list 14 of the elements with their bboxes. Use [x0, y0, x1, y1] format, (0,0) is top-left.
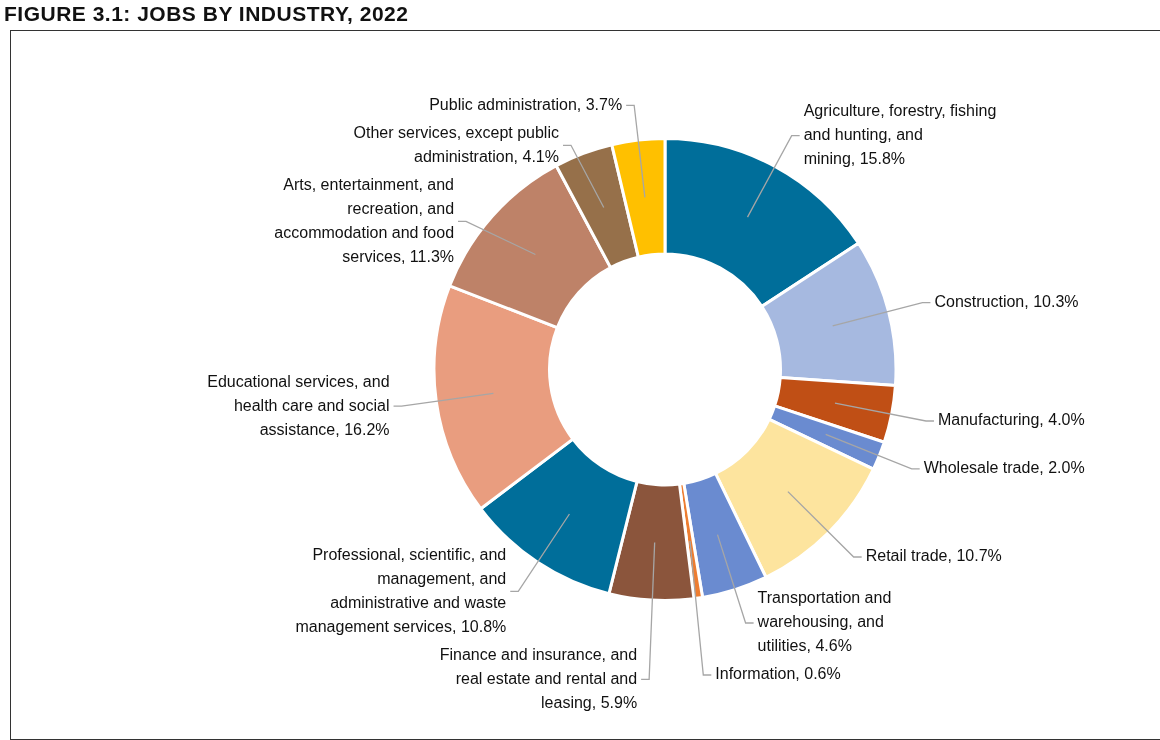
slice-label: Other services, except public administration, 4.1%: [353, 123, 559, 165]
slice-label: Transportation and warehousing, and utilities, 4.6%: [756, 589, 892, 655]
slice-label: Construction, 10.3%: [934, 292, 1079, 310]
slice-label: Manufacturing, 4.0%: [937, 411, 1085, 429]
slice-label: Educational services, and health care and social assistance, 16.2%: [207, 372, 390, 438]
slice-label: Agriculture, forestry, fishing and hunting, and mining, 15.8%: [803, 102, 997, 168]
slice-label: Finance and insurance, and real estate and rental and leasing, 5.9%: [439, 645, 638, 711]
slice-label: Arts, entertainment, and recreation, and accommodation and food services, 11.3%: [274, 175, 455, 265]
chart-title: FIGURE 3.1: JOBS BY INDUSTRY, 2022: [4, 2, 409, 26]
slice-label: Professional, scientific, and management, and administrative and waste management services, 10.8%: [295, 545, 507, 635]
slice-label: Retail trade, 10.7%: [865, 547, 1002, 565]
slice-label: Wholesale trade, 2.0%: [923, 459, 1085, 477]
slice-label: Information, 0.6%: [715, 665, 841, 683]
slice-label: Public administration, 3.7%: [429, 95, 623, 113]
